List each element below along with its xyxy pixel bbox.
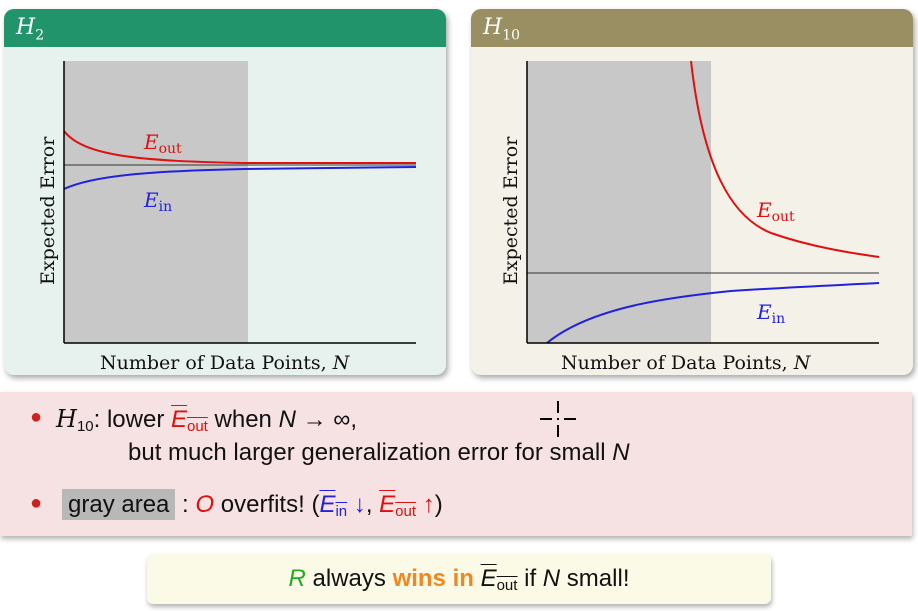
- down-arrow: ↓: [347, 491, 366, 518]
- title-h-symbol: H: [16, 15, 36, 40]
- bullet-1-line-1: H10: lower Eout when N → ∞,: [56, 404, 357, 442]
- ein-term: Ein: [319, 491, 348, 520]
- y-axis-label: Expected Error: [500, 136, 522, 285]
- bullet-box: ● H10: lower Eout when N → ∞, but much l…: [0, 392, 912, 536]
- bullet-text: overfits! (: [214, 491, 320, 518]
- limit-arrow: → ∞,: [295, 406, 358, 433]
- conclusion-text: always: [305, 565, 393, 592]
- x-axis-label: Number of Data Points, N: [100, 352, 351, 374]
- panel-h2: H2 Eout Ein Expected Error Number of Dat…: [4, 9, 446, 375]
- h-symbol: H: [56, 405, 77, 433]
- h-subscript: 10: [76, 418, 94, 435]
- bullet-text: : lower: [93, 406, 171, 433]
- panel-h10: H10 Eout Ein Expected Error Number of Da…: [471, 9, 913, 375]
- panel-title-h2: H2: [4, 9, 446, 47]
- ein-label: Ein: [756, 300, 785, 327]
- plot-h2: Eout Ein Expected Error Number of Data P…: [37, 61, 417, 374]
- n-variable: N: [542, 565, 561, 592]
- eout-term: Eout: [170, 406, 208, 435]
- plot-h10: Eout Ein Expected Error Number of Data P…: [500, 60, 880, 374]
- bullet-text: :: [175, 491, 196, 518]
- bullet-text: ): [434, 491, 443, 518]
- gray-area: [64, 61, 248, 343]
- wins-in-text: wins in: [392, 565, 481, 592]
- panel-title-h10: H10: [471, 9, 913, 47]
- bullet-2: gray area : O overfits! (Ein ↓, Eout ↑): [62, 489, 443, 527]
- o-variable: O: [195, 491, 215, 518]
- eout-label: Eout: [143, 130, 182, 157]
- conclusion-text: if: [517, 565, 543, 592]
- x-axis-label: Number of Data Points, N: [561, 352, 812, 374]
- title-h-symbol: H: [483, 15, 503, 40]
- gray-area: [527, 61, 711, 343]
- crosshair-cursor-icon: [540, 401, 576, 437]
- r-variable: R: [288, 565, 306, 592]
- n-variable: N: [612, 439, 630, 466]
- y-axis-label: Expected Error: [37, 136, 59, 285]
- ein-curve: [63, 166, 417, 190]
- bullet-dot: ●: [30, 492, 43, 514]
- ein-label: Ein: [143, 188, 172, 215]
- eout-curve: [690, 60, 880, 258]
- title-subscript: 10: [502, 27, 521, 44]
- eout-curve: [63, 130, 416, 164]
- eout-term: Eout: [379, 491, 417, 520]
- eout-term: Eout: [480, 565, 518, 594]
- conclusion-box: R always wins in Eout if N small!: [147, 554, 771, 604]
- bullet-text: ,: [365, 491, 380, 518]
- bullet-dot: ●: [30, 406, 43, 428]
- bullet-text: when: [207, 406, 279, 433]
- eout-label: Eout: [756, 198, 795, 225]
- bullet-1-line-2: but much larger generalization error for…: [128, 438, 630, 468]
- n-variable: N: [278, 406, 296, 433]
- gray-area-tag: gray area: [62, 489, 176, 520]
- up-arrow: ↑: [416, 491, 435, 518]
- title-subscript: 2: [35, 27, 45, 44]
- bullet-text: but much larger generalization error for…: [128, 439, 613, 466]
- conclusion-text: small!: [560, 565, 630, 592]
- ein-curve: [546, 282, 880, 344]
